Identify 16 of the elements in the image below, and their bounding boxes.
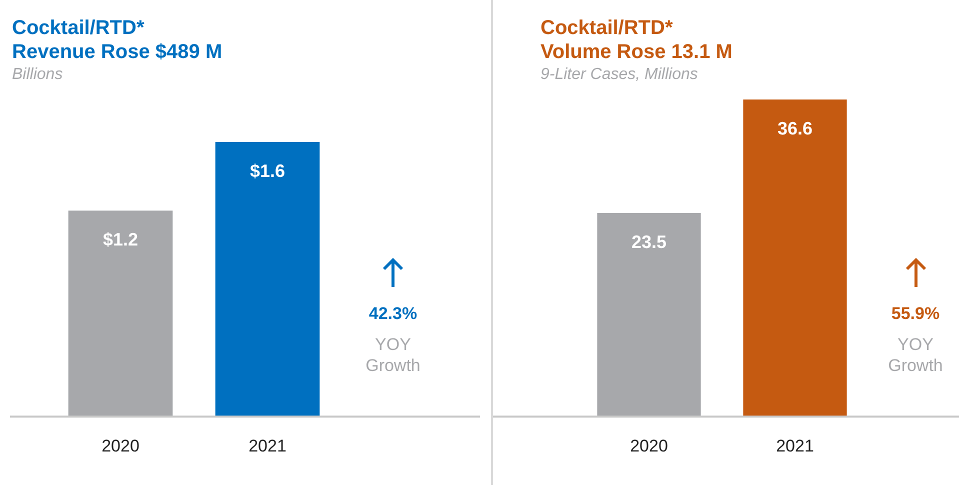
chart-subtitle: 9-Liter Cases, Millions	[540, 66, 698, 84]
chart-title: Cocktail/RTD* Revenue Rose $489 M	[12, 16, 222, 64]
x-tick-label: 2021	[248, 436, 286, 456]
data-label: $1.6	[250, 160, 286, 181]
text: 42.3%	[368, 304, 418, 324]
x-tick-label: 2020	[102, 436, 140, 456]
chart-subtitle: Billions	[12, 66, 63, 84]
data-label: 23.5	[630, 232, 666, 252]
data-label: 36.6	[776, 118, 812, 138]
x-tick-label: 2021	[776, 436, 814, 456]
chart-title: Cocktail/RTD* Volume Rose 13.1 M	[540, 16, 732, 64]
annotation: YOY Growth	[887, 334, 944, 376]
x-tick-label: 2020	[630, 436, 668, 456]
data-label: $1.2	[102, 230, 138, 250]
text: YOY Growth	[364, 334, 422, 376]
annotation: 55.9%	[890, 304, 941, 324]
